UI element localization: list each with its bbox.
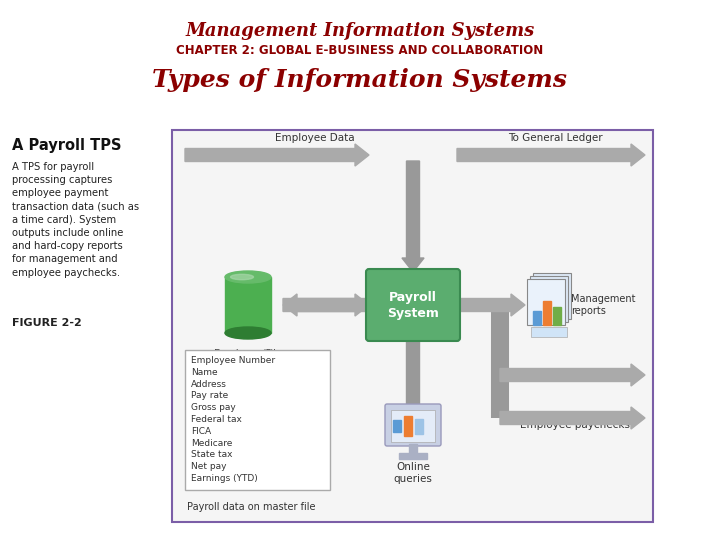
Text: Medicare: Medicare [191,438,233,448]
FancyBboxPatch shape [366,269,460,341]
Text: Pay rate: Pay rate [191,392,228,400]
FancyArrow shape [185,144,369,166]
Text: Employee Data: Employee Data [275,133,355,143]
FancyArrow shape [457,144,645,166]
FancyBboxPatch shape [385,404,441,446]
Text: Employee paychecks: Employee paychecks [520,420,630,430]
Text: Net pay: Net pay [191,462,227,471]
Ellipse shape [230,274,253,280]
FancyBboxPatch shape [391,410,435,442]
Text: Management
reports: Management reports [571,294,636,316]
FancyArrow shape [500,364,645,386]
FancyBboxPatch shape [530,276,568,322]
Bar [533,311,541,325]
Text: State tax: State tax [191,450,233,460]
Ellipse shape [225,327,271,339]
Text: Payroll data on master file: Payroll data on master file [187,502,315,512]
Bar [404,416,412,436]
FancyArrow shape [402,338,424,430]
Text: A Payroll TPS: A Payroll TPS [12,138,122,153]
Text: CHAPTER 2: GLOBAL E-BUSINESS AND COLLABORATION: CHAPTER 2: GLOBAL E-BUSINESS AND COLLABO… [176,44,544,57]
Text: Address: Address [191,380,227,389]
Text: FICA: FICA [191,427,211,436]
Text: Employee/File
Database: Employee/File Database [214,349,282,372]
FancyBboxPatch shape [533,273,571,319]
Text: Online
queries: Online queries [394,462,433,484]
Bar [409,444,417,454]
FancyArrow shape [500,407,645,429]
FancyBboxPatch shape [527,279,565,325]
Bar [543,301,551,325]
Bar [415,419,423,434]
FancyBboxPatch shape [185,350,330,490]
FancyArrow shape [402,161,424,272]
Bar [225,277,271,333]
FancyArrow shape [283,294,369,316]
Bar [399,453,427,459]
Text: Earnings (YTD): Earnings (YTD) [191,474,258,483]
FancyBboxPatch shape [531,327,567,337]
Text: Types of Information Systems: Types of Information Systems [153,68,567,92]
Ellipse shape [225,271,271,283]
Text: A TPS for payroll
processing captures
employee payment
transaction data (such as: A TPS for payroll processing captures em… [12,162,139,278]
Bar [553,307,561,325]
FancyBboxPatch shape [172,130,653,522]
Text: Employee Number: Employee Number [191,356,275,365]
FancyArrow shape [283,294,369,316]
Text: Management Information Systems: Management Information Systems [185,22,535,40]
Text: To government agencies: To government agencies [511,368,639,378]
Text: Name: Name [191,368,217,377]
Text: To General Ledger: To General Ledger [508,133,603,143]
Text: FIGURE 2-2: FIGURE 2-2 [12,318,82,328]
FancyArrow shape [457,294,525,316]
Text: Gross pay: Gross pay [191,403,235,412]
Text: Payroll
System: Payroll System [387,291,439,320]
Bar [393,420,401,432]
Text: Federal tax: Federal tax [191,415,242,424]
